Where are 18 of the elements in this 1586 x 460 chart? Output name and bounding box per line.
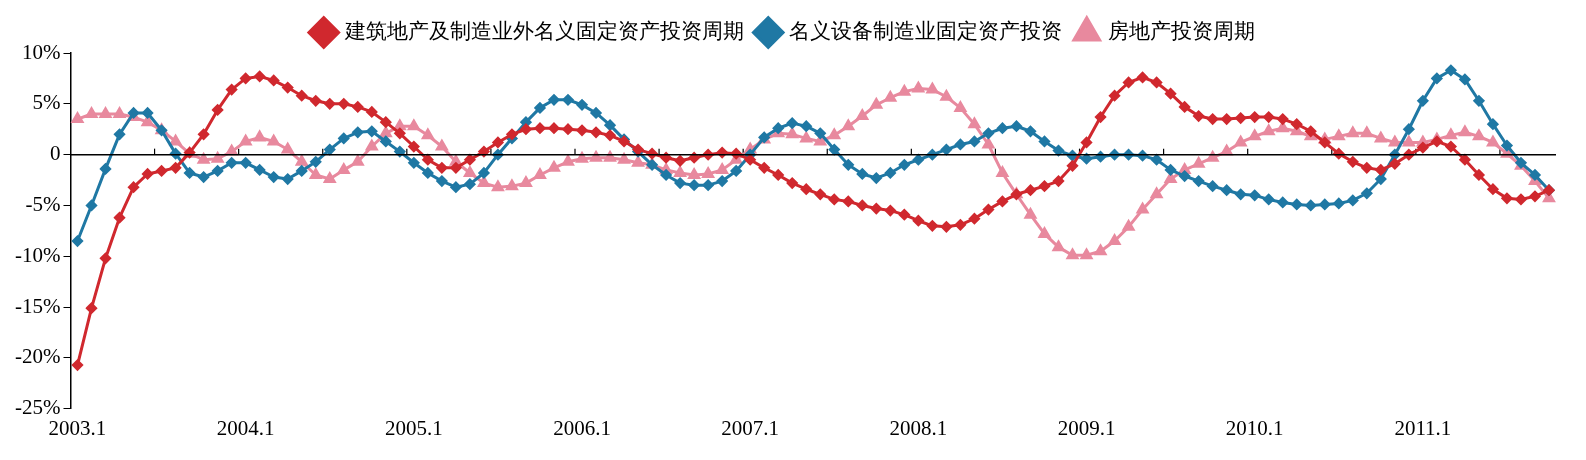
x-tick-label: 2011.1 [1394,415,1452,440]
x-tick-label: 2005.1 [384,415,443,440]
y-tick-label: -20% [14,344,61,369]
x-tick-label: 2006.1 [553,415,611,440]
legend-label: 建筑地产及制造业外名义固定资产投资周期 [343,19,744,44]
y-tick-label: 10% [21,39,61,64]
y-tick-label: 0 [49,141,61,166]
x-tick-label: 2004.1 [216,415,275,440]
x-tick-label: 2009.1 [1057,415,1116,440]
y-tick-label: -15% [14,293,61,318]
y-tick-label: -10% [14,242,61,267]
y-tick-label: 5% [32,90,61,115]
legend-label: 房地产投资周期 [1107,19,1255,44]
y-tick-label: -5% [25,192,61,216]
x-tick-label: 2007.1 [721,415,780,440]
legend-label: 名义设备制造业固定资产投资 [789,19,1063,44]
x-tick-label: 2008.1 [889,415,948,440]
x-tick-label: 2010.1 [1225,415,1284,440]
